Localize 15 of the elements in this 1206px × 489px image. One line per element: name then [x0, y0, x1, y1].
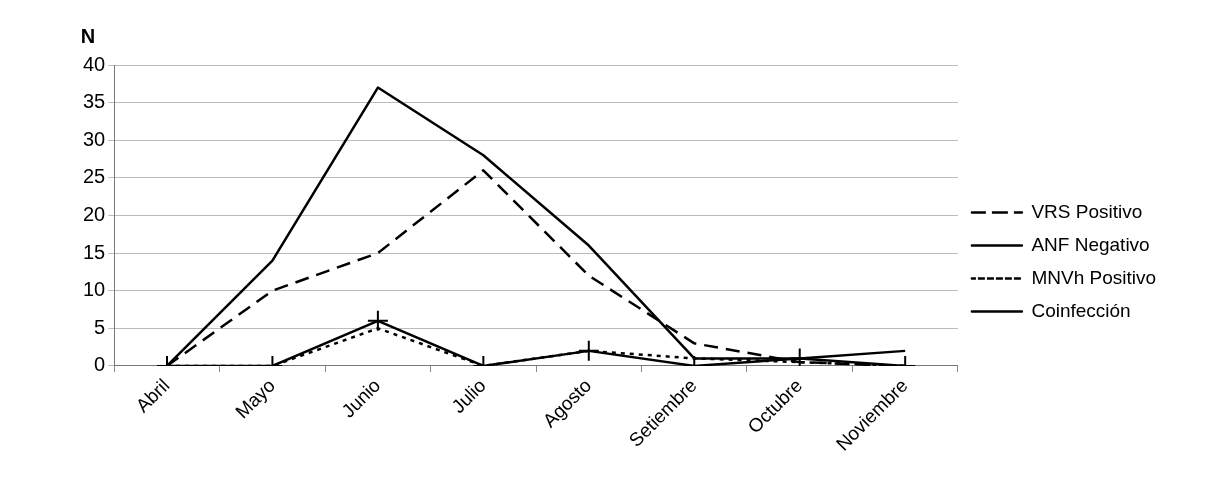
y-axis-title: N: [80, 24, 96, 47]
y-tick-label: 15: [83, 240, 106, 263]
y-tick-label: 35: [83, 90, 106, 113]
y-tick-label: 5: [94, 315, 106, 338]
y-tick-label: 0: [94, 353, 106, 376]
y-tick-label: 10: [83, 278, 106, 301]
legend-label: VRS Positivo: [1031, 200, 1143, 222]
y-tick-label: 40: [83, 52, 106, 75]
y-tick-label: 20: [83, 202, 106, 225]
y-tick-label: 25: [83, 165, 106, 188]
legend-label: ANF Negativo: [1031, 233, 1150, 255]
legend-label: MNVh Positivo: [1031, 266, 1157, 288]
y-tick-label: 30: [83, 127, 106, 150]
x-tick-label: Julio: [447, 374, 490, 418]
legend-label: Coinfección: [1031, 299, 1131, 321]
